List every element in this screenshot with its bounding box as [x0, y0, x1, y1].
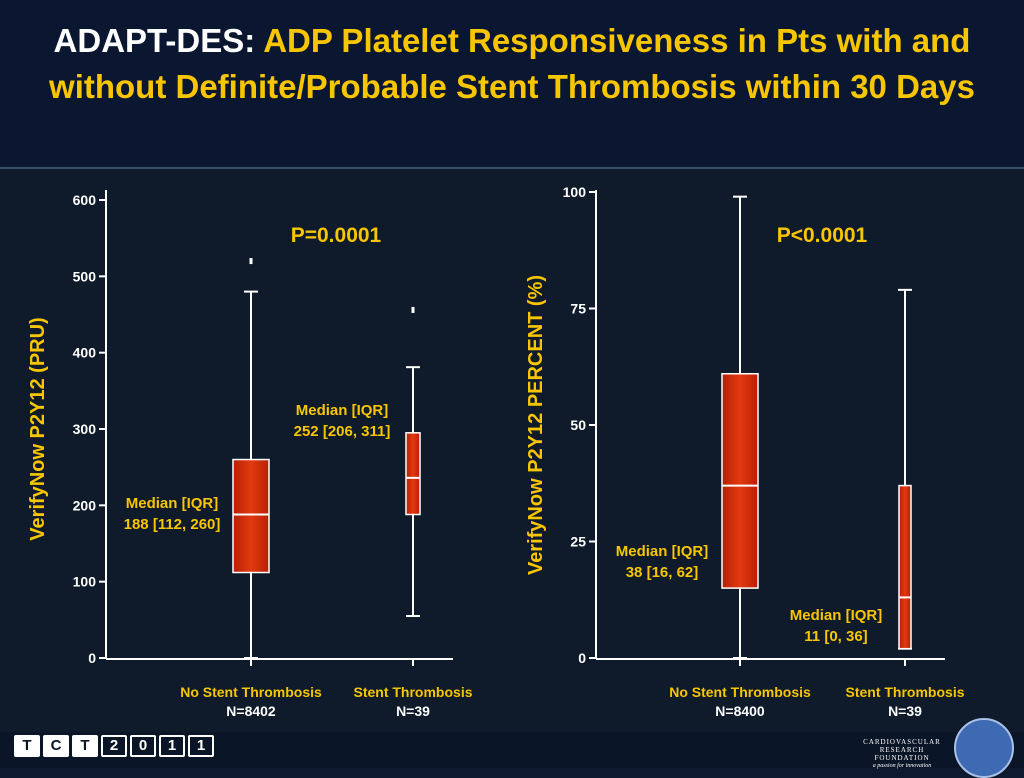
median-iqr-annotation: Median [IQR]	[126, 495, 219, 512]
logo-char: C	[43, 735, 69, 757]
slide-title: ADAPT-DES: ADP Platelet Responsiveness i…	[20, 18, 1004, 110]
title-rest: ADP Platelet Responsiveness in Pts with …	[49, 22, 975, 105]
median-iqr-annotation: Median [IQR]	[616, 543, 709, 560]
iqr-box	[405, 432, 421, 516]
college-seal-icon	[954, 718, 1014, 778]
median-iqr-annotation: Median [IQR]	[790, 607, 883, 624]
logo-char: 1	[159, 735, 185, 757]
y-tick-label: 200	[73, 497, 97, 513]
x-category-label: No Stent Thrombosis	[180, 684, 322, 700]
x-category-label: Stent Thrombosis	[845, 684, 964, 700]
median-iqr-annotation: 38 [16, 62]	[626, 564, 699, 581]
x-category-label: Stent Thrombosis	[353, 684, 472, 700]
iqr-box	[232, 458, 270, 574]
p-value-label: P<0.0001	[777, 224, 868, 247]
p-value-label: P=0.0001	[291, 224, 382, 247]
y-tick-label: 50	[570, 417, 586, 433]
x-category-n: N=39	[888, 703, 922, 719]
y-tick-label: 100	[73, 574, 97, 590]
median-iqr-annotation: 11 [0, 36]	[804, 628, 867, 645]
x-category-n: N=39	[396, 703, 430, 719]
y-tick-label: 500	[73, 268, 97, 284]
y-tick-label: 25	[570, 534, 586, 550]
title-band	[0, 0, 1024, 166]
median-iqr-annotation: 188 [112, 260]	[124, 516, 221, 533]
logo-char: T	[72, 735, 98, 757]
y-axis-label: VerifyNow P2Y12 (PRU)	[27, 317, 49, 540]
x-category-n: N=8402	[226, 703, 276, 719]
y-tick-label: 400	[73, 345, 97, 361]
iqr-box	[721, 372, 759, 589]
y-axis-label: VerifyNow P2Y12 PERCENT (%)	[525, 275, 547, 575]
x-category-n: N=8400	[715, 703, 765, 719]
median-iqr-annotation: Median [IQR]	[296, 402, 389, 419]
chart-panel	[0, 167, 1024, 734]
logo-char: 1	[188, 735, 214, 757]
y-tick-label: 300	[73, 421, 97, 437]
crf-name: CARDIOVASCULAR RESEARCH FOUNDATION	[863, 738, 941, 762]
y-tick-label: 0	[88, 650, 96, 666]
outlier-point	[411, 306, 415, 313]
crf-tagline: a passion for innovation	[872, 763, 932, 769]
median-iqr-annotation: 252 [206, 311]	[294, 423, 391, 440]
x-category-label: No Stent Thrombosis	[669, 684, 811, 700]
title-lead: ADAPT-DES:	[53, 22, 256, 59]
y-tick-label: 75	[570, 301, 586, 317]
logo-char: 2	[101, 735, 127, 757]
logo-char: 0	[130, 735, 156, 757]
crf-logo: CARDIOVASCULAR RESEARCH FOUNDATION a pas…	[852, 738, 952, 770]
y-tick-label: 600	[73, 192, 97, 208]
outlier-point	[249, 258, 253, 265]
y-tick-label: 0	[578, 650, 586, 666]
y-tick-label: 100	[563, 184, 587, 200]
logo-char: T	[14, 735, 40, 757]
iqr-box	[898, 484, 912, 650]
